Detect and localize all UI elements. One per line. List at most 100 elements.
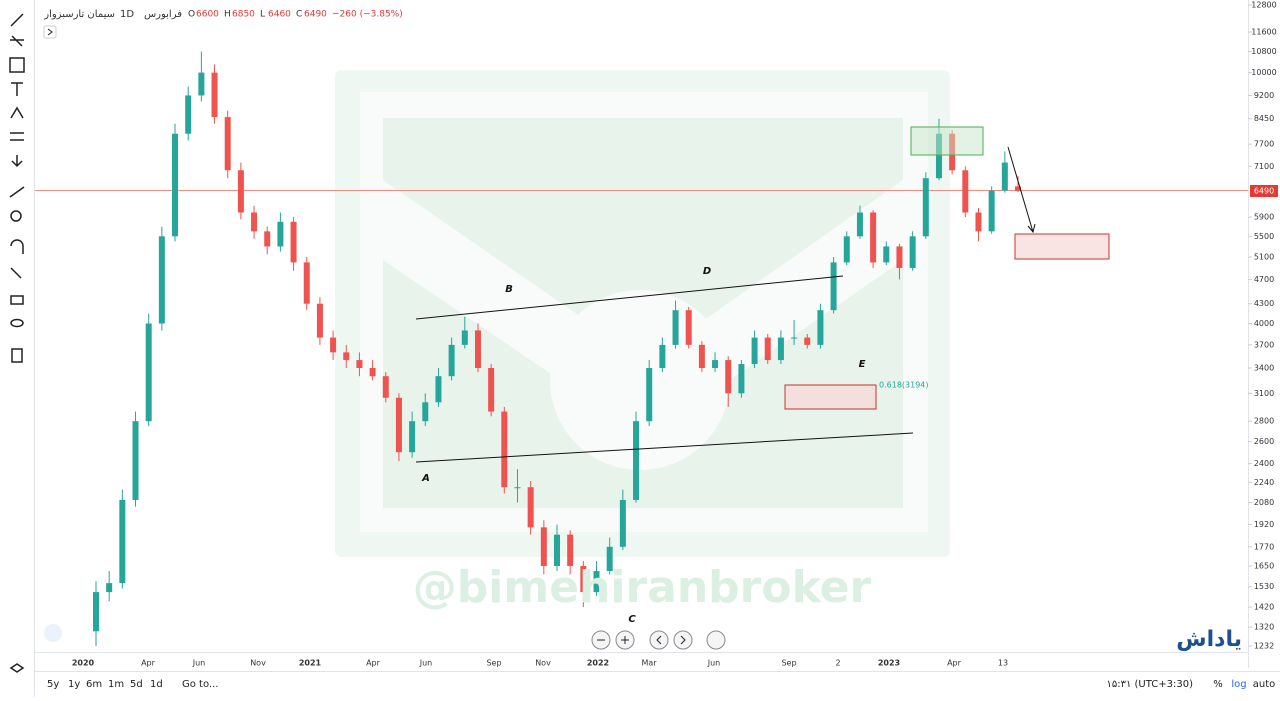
- last-price-tag: [1250, 184, 1278, 197]
- nav-buttons[interactable]: [591, 630, 726, 650]
- candle-body: [896, 246, 903, 268]
- time-label: Mar: [641, 659, 657, 668]
- candle-body: [106, 583, 113, 593]
- wave-label: E: [859, 359, 866, 370]
- ohlc-value: 6600: [196, 10, 219, 20]
- time-label: Jun: [419, 659, 433, 668]
- price-label: 1420: [1254, 603, 1274, 612]
- candle-body: [132, 421, 139, 500]
- price-label: 2600: [1254, 437, 1274, 446]
- candle-body: [1015, 186, 1021, 191]
- candle-body: [935, 133, 942, 179]
- ohlc-value: 6850: [232, 10, 255, 20]
- candle-body: [646, 368, 653, 422]
- candle-body: [804, 337, 811, 345]
- candle-body: [251, 212, 258, 232]
- axis-option[interactable]: %: [1213, 679, 1223, 690]
- candle-body: [211, 72, 218, 118]
- candle-body: [185, 95, 192, 134]
- candle-body: [514, 487, 521, 489]
- wave-label: A: [421, 473, 430, 484]
- candle-body: [330, 337, 337, 353]
- price-label: 3400: [1254, 364, 1274, 373]
- range-button[interactable]: 5y: [47, 679, 59, 690]
- candle-body: [712, 360, 719, 369]
- ohlc-label: H: [224, 10, 231, 20]
- range-button[interactable]: 6m: [86, 679, 102, 690]
- candle-body: [316, 303, 323, 338]
- price-label: 2080: [1254, 498, 1274, 507]
- range-button[interactable]: 5d: [130, 679, 143, 690]
- cloud-button[interactable]: [44, 624, 62, 642]
- time-label: 2020: [72, 659, 95, 668]
- candle-body: [909, 236, 916, 268]
- price-label: 3700: [1254, 340, 1274, 349]
- candle-body: [395, 397, 402, 453]
- price-label: 1920: [1254, 520, 1274, 529]
- price-label: 1232: [1254, 642, 1274, 651]
- wave-label: B: [505, 284, 513, 295]
- price-label: 10000: [1251, 68, 1276, 77]
- candle-body: [290, 221, 297, 263]
- watermark: @bimehiranbroker: [413, 562, 872, 613]
- candle-body: [777, 337, 784, 361]
- candle-body: [738, 364, 745, 394]
- candle-body: [435, 376, 442, 403]
- candle-body: [448, 344, 455, 377]
- fib-label: 0.618(3194): [879, 381, 929, 390]
- price-label: 11600: [1251, 27, 1276, 36]
- candle-body: [343, 352, 350, 361]
- time-label: 13: [998, 659, 1008, 668]
- axis-option[interactable]: auto: [1253, 679, 1276, 690]
- zone-box: [1014, 233, 1110, 260]
- candle-body: [93, 592, 99, 632]
- candle-body: [409, 421, 416, 453]
- price-label: 4000: [1254, 319, 1274, 328]
- candle-body: [158, 236, 165, 324]
- candle-body: [488, 368, 495, 412]
- candle-body: [567, 534, 574, 567]
- candle-body: [277, 221, 284, 247]
- wave-label: D: [703, 266, 711, 277]
- candle-body: [962, 170, 969, 213]
- tool-icons[interactable]: [9, 13, 25, 673]
- axis-option[interactable]: log: [1231, 679, 1246, 690]
- range-button[interactable]: 1m: [108, 679, 124, 690]
- arrow: [1007, 146, 1036, 234]
- range-button[interactable]: 1d: [150, 679, 163, 690]
- price-label: 7700: [1254, 140, 1274, 149]
- price-label: 3100: [1254, 389, 1274, 398]
- price-label: 5100: [1254, 252, 1274, 261]
- candle-body: [870, 212, 877, 263]
- price-label: 4300: [1254, 299, 1274, 308]
- time-label: Sep: [486, 659, 501, 668]
- header-exchange: فرابورس: [144, 9, 182, 20]
- price-label: 5900: [1254, 213, 1274, 222]
- candle-body: [975, 212, 982, 232]
- header-interval: 1D: [120, 9, 134, 20]
- candle-body: [303, 262, 310, 304]
- time-label: 2023: [878, 659, 900, 668]
- wave-label: C: [628, 614, 636, 625]
- candle-body: [356, 360, 363, 369]
- time-label: 2: [835, 659, 840, 668]
- candle-body: [988, 190, 995, 232]
- collapse-button[interactable]: [43, 25, 57, 39]
- price-label: 9200: [1254, 91, 1274, 100]
- candle-body: [659, 344, 666, 369]
- price-label: 1770: [1254, 542, 1274, 551]
- range-button[interactable]: 1y: [68, 679, 80, 690]
- candle-body: [461, 330, 468, 345]
- candle-body: [237, 170, 244, 213]
- price-label: 2400: [1254, 459, 1274, 468]
- time-label: Sep: [781, 659, 796, 668]
- candle-body: [119, 499, 126, 584]
- candle-body: [172, 133, 179, 237]
- candle-body: [474, 330, 481, 369]
- candle-body: [198, 72, 205, 96]
- last-price: 6490: [1254, 186, 1274, 195]
- goto-button[interactable]: Go to...: [182, 679, 218, 690]
- logo: یاداش: [1176, 627, 1242, 652]
- time-label: Nov: [535, 659, 551, 668]
- zone-box: [784, 384, 877, 410]
